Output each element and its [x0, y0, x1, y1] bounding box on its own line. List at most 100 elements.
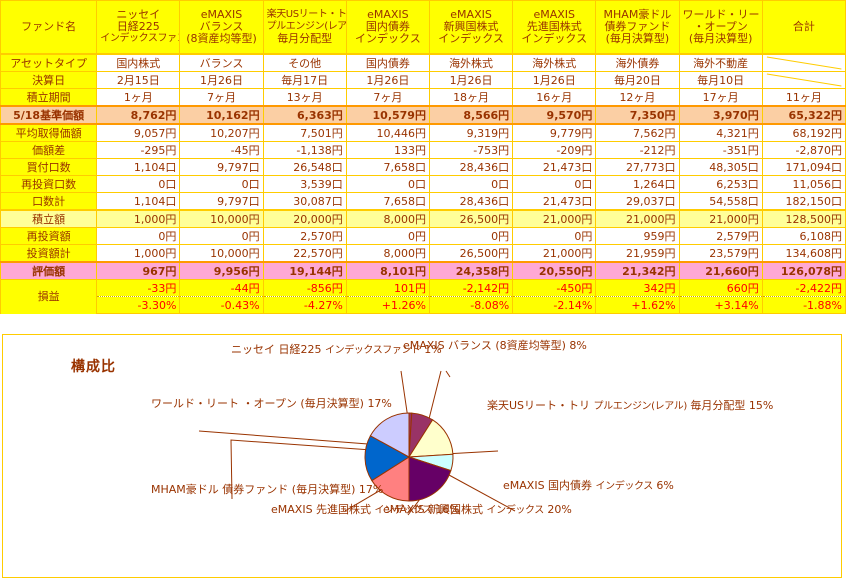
- cell-value: 27,773口: [595, 158, 680, 176]
- pie-label-nissay-l2: 日経225: [278, 343, 322, 356]
- cell-value: 8,000円: [345, 209, 430, 228]
- cell-value: -295円: [96, 141, 181, 159]
- header-line: ワールド・リート: [682, 8, 763, 21]
- cell-value: -212円: [595, 141, 680, 159]
- pie-label-rakuten-l1: 楽天USリート・トリ: [487, 399, 591, 412]
- cell-value: 17ヶ月: [678, 88, 763, 107]
- pie-label-emaxis-balance: eMAXIS バランス (8資産均等型) 8%: [403, 339, 587, 352]
- table-row: 口数計 1,104口 9,797口 30,087口 7,658口 28,436口 21,47…: [0, 192, 846, 211]
- cell-total: 6,108円: [761, 227, 846, 245]
- composition-chart-panel: 構成比 ニッセイ 日経225 インデックスファンド 1%: [2, 334, 842, 578]
- table-row: 積立期間 1ヶ月 7ヶ月 13ヶ月 7ヶ月 18ヶ月 16ヶ月 12ヶ月 17ヶ月 11ヶ月: [0, 88, 846, 107]
- cell-value: -351円: [678, 141, 763, 159]
- cell-value: 国内債券: [345, 53, 430, 72]
- cell-value: 21,000円: [512, 244, 597, 263]
- cell-value: 16ヶ月: [512, 88, 597, 107]
- pie-label-emaxis-jpbond: eMAXIS 国内債券 インデックス 6%: [503, 479, 674, 493]
- cell-total: 128,500円: [761, 209, 846, 228]
- cell-value: 0口: [428, 175, 514, 193]
- header-fund-7: MHAM豪ドル 債券ファンド (毎月決算型): [595, 0, 680, 55]
- cell-value: 48,305口: [678, 158, 763, 176]
- pie-label-worldreit-l1: ワールド・リート: [151, 397, 239, 410]
- cell-value: 7,658口: [345, 158, 430, 176]
- pie-slice: [408, 456, 452, 502]
- pie-label-mham-l1: MHAM豪ドル: [151, 483, 219, 496]
- cell-profit-loss-amount: -33円: [96, 279, 181, 297]
- row-label: 平均取得価額: [0, 123, 98, 142]
- pie-label-emaxis-dm-l1: eMAXIS: [271, 503, 313, 516]
- pie-label-mham: MHAM豪ドル 債券ファンド (毎月決算型) 17%: [151, 483, 383, 496]
- cell-value: -1,138円: [262, 141, 347, 159]
- cell-value: 0円: [179, 227, 264, 245]
- cell-value: 8,000円: [345, 244, 430, 263]
- cell-value: バランス: [179, 53, 264, 72]
- pie-label-mham-l3: (毎月決算型): [291, 483, 356, 496]
- pie-label-mham-pct: 17%: [358, 483, 384, 496]
- cell-total: 134,608円: [761, 244, 846, 263]
- cell-value: -209円: [512, 141, 597, 159]
- cell-value: 10,207円: [179, 123, 264, 142]
- pie-label-rakuten-l3: 毎月分配型: [690, 399, 746, 412]
- cell-value: 21,473口: [512, 192, 597, 211]
- cell-profit-loss-amount: 342円: [595, 279, 680, 297]
- pie-label-emaxis-jpbond-l2: 国内債券: [548, 479, 593, 492]
- table-row: 5/18基準価額 8,762円 10,162円 6,363円 10,579円 8,566円…: [0, 105, 846, 125]
- cell-value: 1月26日: [428, 71, 514, 89]
- table-row: アセットタイプ 国内株式 バランス その他 国内債券 海外株式 海外株式 海外債券 海外不動産: [0, 53, 846, 72]
- cell-value: 133円: [345, 141, 430, 159]
- cell-value: 4,321円: [678, 123, 763, 142]
- pie-label-worldreit-l2: ・オープン: [242, 397, 297, 410]
- row-label: 口数計: [0, 192, 98, 211]
- header-line: ニッセイ: [116, 8, 161, 21]
- row-label: 買付口数: [0, 158, 98, 176]
- row-label-profit-loss: 損益: [0, 279, 98, 314]
- cell-value: 9,956円: [179, 261, 264, 280]
- profit-loss-amount-row: 損益 -33円 -44円 -856円 101円 -2,142円 -450円 342円 660円 -…: [0, 279, 846, 314]
- cell-value: 10,446円: [345, 123, 430, 142]
- cell-value: 海外不動産: [678, 53, 763, 72]
- cell-total: [761, 53, 846, 72]
- cell-value: 1ヶ月: [96, 88, 181, 107]
- row-label: 投資額計: [0, 244, 98, 263]
- cell-value: 7ヶ月: [179, 88, 264, 107]
- cell-value: 21,000円: [678, 209, 763, 228]
- row-label: 決算日: [0, 71, 98, 89]
- row-label: 5/18基準価額: [0, 105, 98, 125]
- pie-label-nissay-pct: 1%: [424, 343, 442, 356]
- fund-table-body: ファンド名ニッセイ日経225インデックスファンドeMAXISバランス(8資産均等…: [0, 0, 846, 314]
- cell-value: 1,104口: [96, 158, 181, 176]
- cell-value: 1月26日: [179, 71, 264, 89]
- cell-value: 海外株式: [428, 53, 514, 72]
- cell-profit-loss-percent: -4.27%: [262, 296, 347, 314]
- header-line: MHAM豪ドル: [603, 8, 672, 21]
- cell-value: 0口: [512, 175, 597, 193]
- header-line: ・オープン: [693, 20, 748, 33]
- pie-label-worldreit-pct: 17%: [367, 397, 392, 410]
- pie-slice: [408, 412, 434, 458]
- table-row: 買付口数 1,104口 9,797口 26,548口 7,658口 28,436口 21,4…: [0, 158, 846, 176]
- row-label: アセットタイプ: [0, 53, 98, 72]
- table-row: 再投資口数 0口 0口 3,539口 0口 0口 0口 1,264口 6,253口 11,056口: [0, 175, 846, 193]
- cell-value: 21,959円: [595, 244, 680, 263]
- cell-total: [761, 71, 846, 89]
- cell-value: 0口: [179, 175, 264, 193]
- cell-value: 20,000円: [262, 209, 347, 228]
- row-label: 再投資口数: [0, 175, 98, 193]
- cell-value: 1月26日: [512, 71, 597, 89]
- cell-value: 0口: [345, 175, 430, 193]
- cell-value: 国内株式: [96, 53, 181, 72]
- header-fund-5: eMAXIS 新興国株式 インデックス: [428, 0, 514, 55]
- fund-table: ファンド名ニッセイ日経225インデックスファンドeMAXISバランス(8資産均等…: [0, 0, 846, 314]
- row-label: 再投資額: [0, 227, 98, 245]
- table-row: 再投資額 0円 0円 2,570円 0円 0円 0円 959円 2,579円 6,108円: [0, 227, 846, 245]
- header-corner-label: ファンド名: [0, 0, 98, 55]
- header-line: (8資産均等型): [186, 32, 257, 45]
- cell-value: 9,057円: [96, 123, 181, 142]
- profit-loss-percent-row: -3.30% -0.43% -4.27% +1.26% -8.08% -2.14% +1.6…: [1, 296, 846, 314]
- header-line: 日経225: [116, 20, 160, 33]
- table-row: 決算日 2月15日 1月26日 毎月17日 1月26日 1月26日 1月26日 毎月20日 毎月…: [0, 71, 846, 89]
- cell-value: 1,264口: [595, 175, 680, 193]
- cell-value: 54,558口: [678, 192, 763, 211]
- pie-label-rakuten: 楽天USリート・トリ プルエンジン(レアル) 毎月分配型 15%: [487, 399, 773, 413]
